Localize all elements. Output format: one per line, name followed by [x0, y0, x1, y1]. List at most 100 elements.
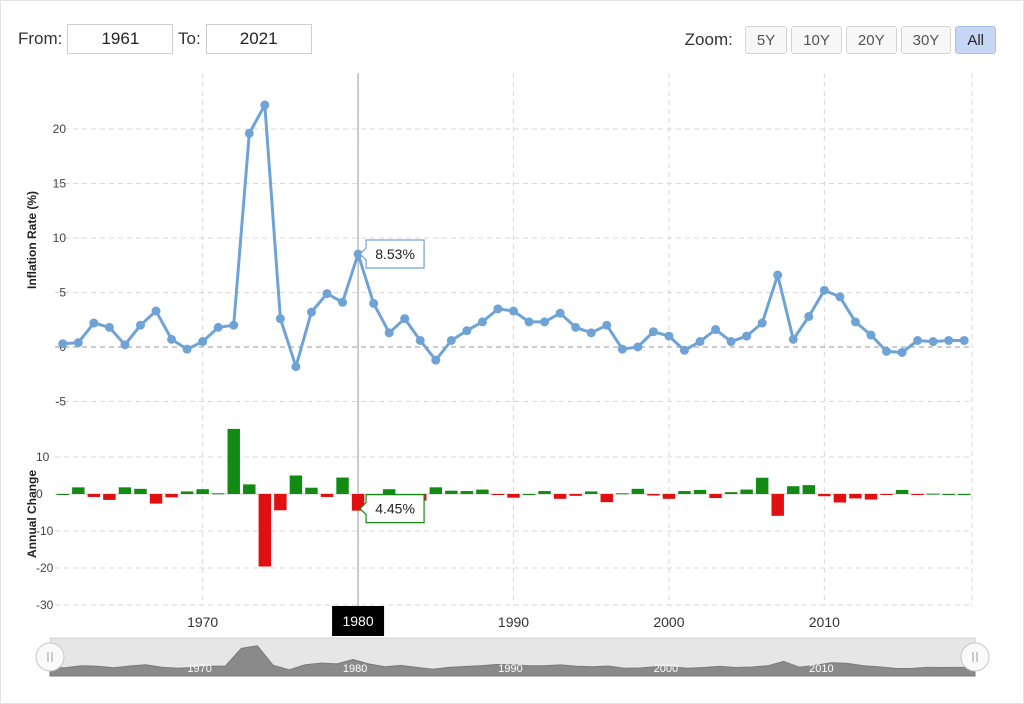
data-point	[695, 337, 705, 347]
y-tick-label-bar: 0	[36, 487, 43, 501]
data-point	[291, 362, 301, 372]
data-point	[213, 322, 223, 332]
y-tick-label-line: 5	[59, 286, 66, 300]
y-tick-label-line: 20	[53, 122, 67, 136]
data-point	[540, 317, 550, 327]
change-bar	[134, 488, 147, 494]
data-point	[913, 335, 923, 345]
change-bar	[553, 494, 567, 499]
change-bar	[305, 487, 318, 494]
change-bar	[802, 485, 816, 494]
change-bar	[724, 492, 738, 494]
from-label: From:	[18, 29, 63, 48]
zoom-all-button[interactable]: All	[955, 26, 996, 54]
zoom-20y-button[interactable]: 20Y	[845, 26, 897, 54]
change-bar	[895, 489, 909, 494]
change-bar	[693, 489, 707, 494]
data-point	[757, 318, 767, 328]
change-bar	[740, 489, 753, 494]
x-tick-label: 2010	[809, 614, 840, 630]
data-point	[742, 331, 752, 341]
data-point	[120, 340, 130, 350]
change-bar	[911, 494, 924, 495]
tooltip-bar-box	[359, 494, 425, 524]
data-point	[866, 330, 876, 340]
y-tick-label-line: 15	[53, 177, 67, 191]
navigator-tick-label: 1970	[187, 663, 211, 675]
data-point	[89, 318, 99, 328]
tooltip-line-value: 8.53%	[375, 246, 415, 262]
y-tick-label-bar: -20	[36, 561, 54, 575]
x-tick-label: 1990	[498, 614, 529, 630]
data-point	[384, 328, 394, 338]
data-point	[850, 317, 860, 327]
navigator-right-handle[interactable]	[960, 642, 990, 672]
change-bar	[771, 494, 784, 516]
y-tick-label-line: -5	[55, 395, 66, 409]
tooltip-bar-value: 4.45%	[375, 501, 415, 517]
data-point	[477, 317, 487, 327]
y-tick-label-line: 10	[53, 231, 67, 245]
navigator-tick-label: 2010	[809, 663, 833, 675]
navigator-tick-label: 1990	[498, 663, 522, 675]
change-bar	[258, 494, 272, 567]
zoom-10y-button[interactable]: 10Y	[791, 26, 842, 54]
y-axis-title-line: Inflation Rate (%)	[25, 191, 39, 289]
data-point	[73, 338, 83, 348]
from-range: From: 1961	[18, 24, 174, 54]
change-bar	[507, 494, 520, 498]
data-point	[804, 311, 814, 321]
data-point	[431, 355, 441, 365]
to-label: To:	[178, 29, 201, 48]
data-point	[260, 100, 270, 110]
change-bar	[445, 490, 458, 494]
handle-circle	[960, 642, 990, 672]
x-tick-label: 2000	[653, 614, 684, 630]
data-point	[167, 334, 177, 344]
change-bar	[56, 494, 69, 495]
change-bar	[926, 493, 940, 495]
data-point	[586, 328, 596, 338]
data-point	[400, 314, 410, 324]
to-input[interactable]: 2021	[205, 24, 312, 54]
data-point	[415, 335, 425, 345]
from-input[interactable]: 1961	[67, 24, 174, 54]
zoom-5y-button[interactable]: 5Y	[744, 26, 788, 54]
handle-circle	[35, 642, 65, 672]
data-point	[182, 344, 192, 354]
change-bar	[476, 489, 489, 494]
navigator-tick-label: 2000	[654, 663, 678, 675]
data-point	[819, 285, 829, 295]
data-point	[633, 342, 643, 352]
change-bar	[600, 494, 613, 503]
change-bar	[382, 489, 396, 494]
navigator-left-handle[interactable]	[35, 642, 65, 672]
change-bar	[87, 494, 101, 497]
data-point	[151, 306, 161, 316]
change-bar	[709, 494, 722, 499]
data-point	[462, 326, 472, 336]
data-point	[788, 334, 798, 344]
change-bar	[320, 494, 334, 497]
data-point	[571, 322, 581, 332]
data-point	[679, 345, 689, 355]
data-point	[275, 314, 285, 324]
data-point	[555, 308, 565, 318]
data-point	[104, 322, 114, 332]
change-bar	[662, 494, 676, 499]
change-bar	[227, 428, 240, 494]
data-point	[493, 304, 503, 314]
change-bar	[460, 491, 474, 494]
zoom-30y-button[interactable]: 30Y	[900, 26, 952, 54]
data-point	[338, 297, 348, 307]
change-bar	[491, 494, 505, 495]
change-bar	[787, 486, 800, 494]
data-point	[711, 325, 721, 335]
change-bar	[103, 494, 116, 500]
navigator-series	[49, 645, 976, 677]
zoom-label: Zoom:	[684, 30, 733, 49]
data-point	[306, 307, 316, 317]
data-point	[58, 339, 68, 349]
data-point	[897, 347, 907, 357]
